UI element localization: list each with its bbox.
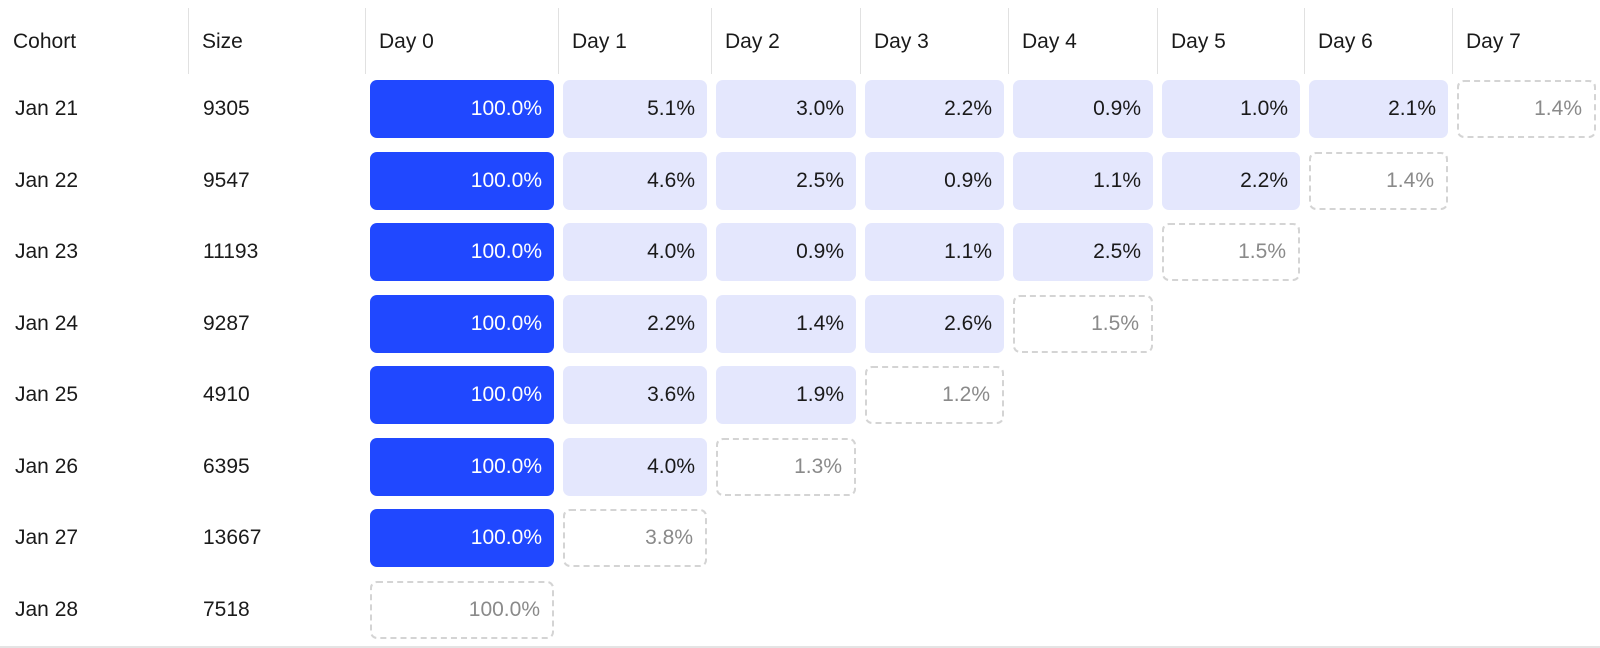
- retention-cell: 100.0%: [370, 294, 554, 353]
- retention-cell: 100.0%: [370, 437, 554, 496]
- column-header-day-7: Day 7: [1466, 30, 1521, 53]
- cohort-label: Jan 22: [15, 168, 79, 192]
- cohort-label: Jan 28: [15, 597, 79, 621]
- retention-cell: 4.0%: [563, 223, 707, 281]
- column-header-cohort: Cohort: [13, 30, 77, 53]
- retention-cell: 5.1%: [563, 80, 707, 138]
- retention-cell: 1.5%: [1162, 223, 1300, 281]
- retention-cell: 4.0%: [563, 437, 707, 496]
- retention-cell: 1.3%: [716, 437, 856, 496]
- cohort-size: 7518: [203, 597, 250, 621]
- cohort-size: 9547: [203, 168, 250, 192]
- cohort-label: Jan 26: [15, 454, 79, 478]
- cohort-label: Jan 24: [15, 311, 79, 335]
- cohort-size: 9287: [203, 311, 250, 335]
- column-separator: [711, 8, 712, 74]
- column-header-day-2: Day 2: [725, 30, 780, 53]
- retention-cell: 100.0%: [370, 80, 554, 138]
- cohort-label: Jan 27: [15, 526, 79, 549]
- retention-cell: 100.0%: [370, 509, 554, 567]
- retention-cell: 2.5%: [1013, 223, 1153, 281]
- retention-cell: 1.4%: [1309, 151, 1448, 210]
- retention-cell: 1.4%: [1457, 80, 1596, 138]
- retention-cell: 100.0%: [370, 151, 554, 210]
- retention-cell: 1.9%: [716, 366, 856, 424]
- cohort-label: Jan 23: [15, 240, 79, 263]
- cohort-size: 13667: [203, 526, 262, 549]
- retention-cell: 0.9%: [716, 223, 856, 281]
- retention-cell: 0.9%: [1013, 80, 1153, 138]
- retention-cell: 1.0%: [1162, 80, 1300, 138]
- column-separator: [1304, 8, 1305, 74]
- retention-cell: 2.1%: [1309, 80, 1448, 138]
- column-header-day-6: Day 6: [1318, 30, 1373, 53]
- column-header-day-5: Day 5: [1171, 30, 1226, 53]
- retention-cell: 1.1%: [1013, 151, 1153, 210]
- column-separator: [1008, 8, 1009, 74]
- column-separator: [188, 8, 189, 74]
- cohort-size: 9305: [203, 97, 250, 120]
- retention-cell: 1.5%: [1013, 294, 1153, 353]
- column-separator: [1157, 8, 1158, 74]
- retention-cell: 100.0%: [370, 580, 554, 639]
- column-header-day-3: Day 3: [874, 30, 929, 53]
- retention-cell: 2.6%: [865, 294, 1004, 353]
- retention-cell: 3.6%: [563, 366, 707, 424]
- column-header-size: Size: [202, 30, 243, 53]
- column-separator: [365, 8, 366, 74]
- retention-cell: 1.1%: [865, 223, 1004, 281]
- retention-cell: 3.8%: [563, 509, 707, 567]
- column-separator: [860, 8, 861, 74]
- retention-cell: 100.0%: [370, 366, 554, 424]
- retention-cell: 2.2%: [865, 80, 1004, 138]
- column-separator: [558, 8, 559, 74]
- column-separator: [1452, 8, 1453, 74]
- retention-cell: 2.5%: [716, 151, 856, 210]
- cohort-size: 11193: [203, 240, 259, 263]
- retention-cell: 2.2%: [1162, 151, 1300, 210]
- cohort-size: 4910: [203, 383, 250, 406]
- retention-cell: 2.2%: [563, 294, 707, 353]
- column-header-day-1: Day 1: [572, 30, 627, 53]
- table-bottom-divider: [0, 646, 1600, 648]
- column-header-day-0: Day 0: [379, 30, 434, 53]
- retention-cell: 0.9%: [865, 151, 1004, 210]
- cohort-size: 6395: [203, 454, 250, 478]
- retention-cell: 100.0%: [370, 223, 554, 281]
- column-header-day-4: Day 4: [1022, 30, 1077, 53]
- retention-cell: 3.0%: [716, 80, 856, 138]
- retention-cell: 1.4%: [716, 294, 856, 353]
- cohort-label: Jan 25: [15, 383, 79, 406]
- retention-cell: 1.2%: [865, 366, 1004, 424]
- retention-cell: 4.6%: [563, 151, 707, 210]
- cohort-label: Jan 21: [15, 97, 79, 120]
